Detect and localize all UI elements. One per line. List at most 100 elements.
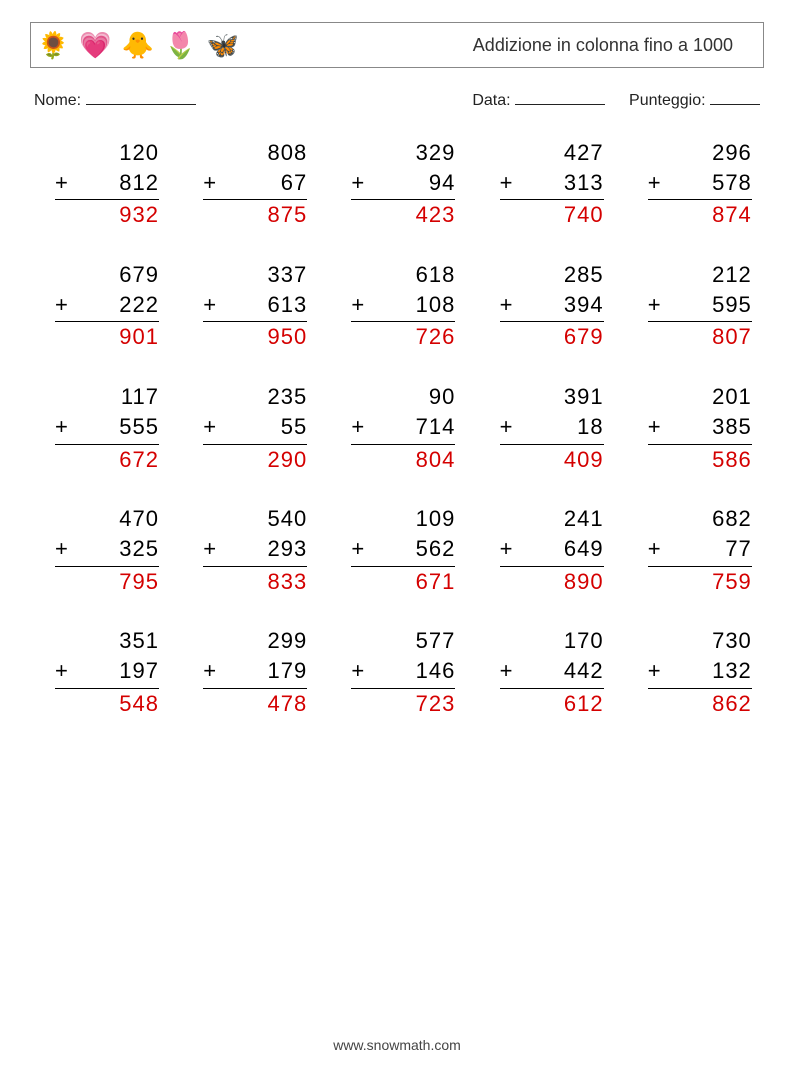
problem: 337+613950 bbox=[203, 260, 307, 352]
addend-bottom: +613 bbox=[203, 290, 307, 320]
addend-bottom: +222 bbox=[55, 290, 159, 320]
problem: 285+394679 bbox=[500, 260, 604, 352]
answer: 478 bbox=[203, 689, 307, 719]
problem: 808+ 67875 bbox=[203, 138, 307, 230]
answer: 409 bbox=[500, 445, 604, 475]
problems-grid: 120+812932 808+ 67875 329+ 94423 427+313740… bbox=[55, 138, 754, 718]
problem: 212+595807 bbox=[648, 260, 752, 352]
addend-top: 391 bbox=[500, 382, 604, 412]
problem: 682+ 77759 bbox=[648, 504, 752, 596]
addend-top: 90 bbox=[351, 382, 455, 412]
answer: 726 bbox=[351, 322, 455, 352]
problem: 730+132862 bbox=[648, 626, 752, 718]
icon-flower: 🌻 bbox=[37, 32, 69, 58]
name-blank bbox=[86, 90, 196, 105]
addend-bottom: +197 bbox=[55, 656, 159, 686]
name-label: Nome: bbox=[34, 92, 81, 109]
date-label: Data: bbox=[472, 92, 510, 109]
problem: 117+555672 bbox=[55, 382, 159, 474]
date-blank bbox=[515, 90, 605, 105]
addend-bottom: +293 bbox=[203, 534, 307, 564]
answer: 875 bbox=[203, 200, 307, 230]
problem: 577+146723 bbox=[351, 626, 455, 718]
problem: 427+313740 bbox=[500, 138, 604, 230]
problem: 241+649890 bbox=[500, 504, 604, 596]
answer: 804 bbox=[351, 445, 455, 475]
answer: 548 bbox=[55, 689, 159, 719]
addend-top: 120 bbox=[55, 138, 159, 168]
worksheet-title: Addizione in colonna fino a 1000 bbox=[473, 35, 753, 56]
problem: 329+ 94423 bbox=[351, 138, 455, 230]
answer: 723 bbox=[351, 689, 455, 719]
problem: 90+714804 bbox=[351, 382, 455, 474]
addend-bottom: + 55 bbox=[203, 412, 307, 442]
addend-bottom: +385 bbox=[648, 412, 752, 442]
icon-butterfly: 🦋 bbox=[207, 32, 239, 58]
problem: 470+325795 bbox=[55, 504, 159, 596]
addend-top: 808 bbox=[203, 138, 307, 168]
addend-top: 682 bbox=[648, 504, 752, 534]
answer: 612 bbox=[500, 689, 604, 719]
problem: 170+442612 bbox=[500, 626, 604, 718]
answer: 740 bbox=[500, 200, 604, 230]
answer: 759 bbox=[648, 567, 752, 597]
answer: 795 bbox=[55, 567, 159, 597]
answer: 423 bbox=[351, 200, 455, 230]
answer: 290 bbox=[203, 445, 307, 475]
addend-top: 241 bbox=[500, 504, 604, 534]
problem: 296+578874 bbox=[648, 138, 752, 230]
addend-top: 170 bbox=[500, 626, 604, 656]
addend-bottom: +179 bbox=[203, 656, 307, 686]
answer: 586 bbox=[648, 445, 752, 475]
answer: 950 bbox=[203, 322, 307, 352]
addend-bottom: +132 bbox=[648, 656, 752, 686]
addend-bottom: +108 bbox=[351, 290, 455, 320]
addend-top: 427 bbox=[500, 138, 604, 168]
addend-top: 577 bbox=[351, 626, 455, 656]
problem: 109+562671 bbox=[351, 504, 455, 596]
problem: 299+179478 bbox=[203, 626, 307, 718]
addend-bottom: +555 bbox=[55, 412, 159, 442]
addend-top: 618 bbox=[351, 260, 455, 290]
addend-top: 679 bbox=[55, 260, 159, 290]
problem: 391+ 18409 bbox=[500, 382, 604, 474]
problem: 120+812932 bbox=[55, 138, 159, 230]
addend-bottom: +562 bbox=[351, 534, 455, 564]
addend-bottom: +595 bbox=[648, 290, 752, 320]
icon-heart: 💗 bbox=[79, 32, 111, 58]
icon-tulip: 🌷 bbox=[164, 32, 196, 58]
addend-top: 730 bbox=[648, 626, 752, 656]
answer: 862 bbox=[648, 689, 752, 719]
addend-top: 212 bbox=[648, 260, 752, 290]
addend-bottom: +146 bbox=[351, 656, 455, 686]
answer: 932 bbox=[55, 200, 159, 230]
footer-url: www.snowmath.com bbox=[0, 1037, 794, 1053]
answer: 901 bbox=[55, 322, 159, 352]
problem: 201+385586 bbox=[648, 382, 752, 474]
problem: 679+222901 bbox=[55, 260, 159, 352]
answer: 890 bbox=[500, 567, 604, 597]
addend-bottom: + 18 bbox=[500, 412, 604, 442]
header-box: 🌻 💗 🐥 🌷 🦋 Addizione in colonna fino a 10… bbox=[30, 22, 764, 68]
problem: 351+197548 bbox=[55, 626, 159, 718]
answer: 679 bbox=[500, 322, 604, 352]
addend-top: 201 bbox=[648, 382, 752, 412]
answer: 671 bbox=[351, 567, 455, 597]
addend-bottom: + 67 bbox=[203, 168, 307, 198]
addend-top: 235 bbox=[203, 382, 307, 412]
icon-chick: 🐥 bbox=[122, 32, 154, 58]
addend-bottom: +313 bbox=[500, 168, 604, 198]
addend-bottom: +714 bbox=[351, 412, 455, 442]
addend-top: 470 bbox=[55, 504, 159, 534]
problem: 618+108726 bbox=[351, 260, 455, 352]
meta-row: Nome: Data: Punteggio: bbox=[34, 90, 760, 110]
addend-bottom: +394 bbox=[500, 290, 604, 320]
addend-bottom: +325 bbox=[55, 534, 159, 564]
answer: 672 bbox=[55, 445, 159, 475]
problem: 235+ 55290 bbox=[203, 382, 307, 474]
addend-top: 299 bbox=[203, 626, 307, 656]
problem: 540+293833 bbox=[203, 504, 307, 596]
answer: 874 bbox=[648, 200, 752, 230]
addend-bottom: + 94 bbox=[351, 168, 455, 198]
addend-top: 117 bbox=[55, 382, 159, 412]
